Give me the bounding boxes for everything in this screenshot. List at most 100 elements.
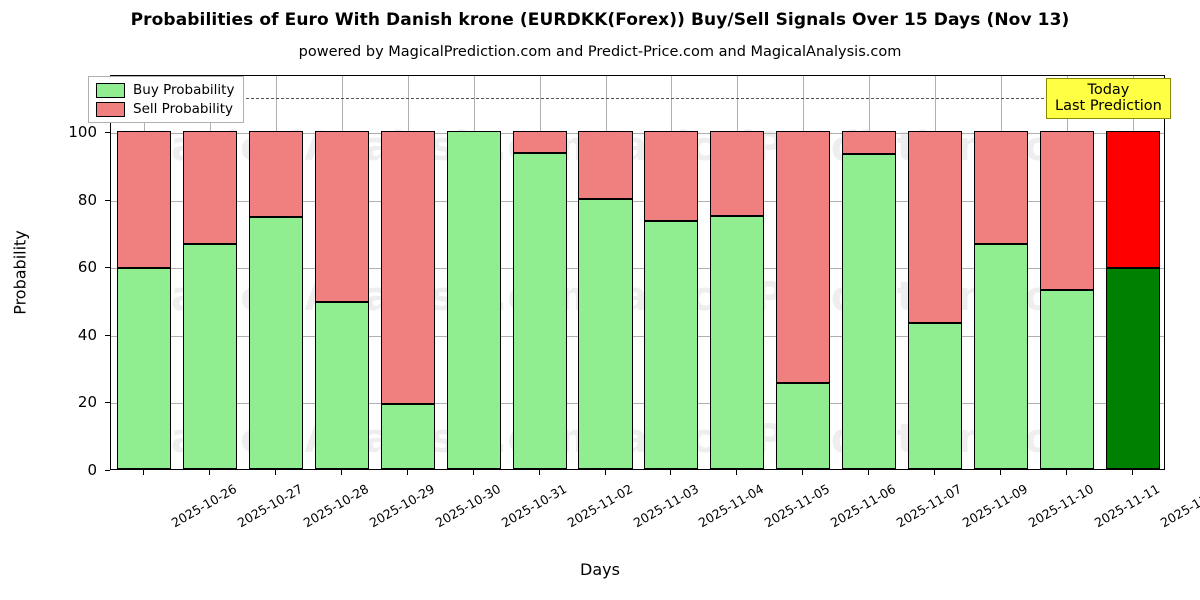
x-tick-mark: [538, 470, 540, 475]
bar-column[interactable]: [908, 131, 963, 469]
legend-swatch-buy-icon: [96, 82, 125, 98]
bar-segment-sell[interactable]: [578, 131, 633, 199]
bar-segment-buy[interactable]: [1040, 290, 1095, 469]
y-tick-label: 0: [87, 461, 97, 479]
bar-segment-buy[interactable]: [974, 243, 1029, 469]
x-tick-label: 2025-10-29: [366, 481, 437, 531]
bar-segment-buy[interactable]: [116, 268, 171, 469]
y-tick-label: 80: [77, 190, 97, 209]
x-axis-label: Days: [580, 560, 620, 579]
x-tick-label: 2025-10-30: [432, 481, 503, 531]
x-tick-mark: [868, 470, 870, 475]
bar-segment-buy[interactable]: [182, 243, 237, 469]
bar-segment-sell[interactable]: [710, 131, 765, 216]
x-tick-label: 2025-11-03: [630, 481, 701, 531]
bar-segment-sell[interactable]: [380, 131, 435, 405]
gridline-horizontal: [111, 268, 1164, 270]
legend-swatch-sell-icon: [96, 101, 125, 117]
gridline-horizontal: [111, 200, 1164, 202]
bar-segment-buy[interactable]: [446, 131, 501, 469]
x-tick-label: 2025-11-10: [1025, 481, 1097, 531]
legend-label-buy: Buy Probability: [133, 82, 235, 98]
bar-segment-sell[interactable]: [644, 131, 699, 222]
x-tick-label: 2025-11-02: [564, 481, 635, 531]
chart-subtitle: powered by MagicalPrediction.com and Pre…: [298, 44, 902, 60]
x-tick-mark: [1066, 470, 1068, 475]
x-tick-mark: [472, 470, 474, 475]
bar-segment-buy[interactable]: [314, 301, 369, 469]
y-tick-mark: [105, 132, 110, 134]
x-tick-label: 2025-11-06: [828, 481, 899, 531]
bar-segment-buy[interactable]: [512, 153, 567, 469]
bar-column[interactable]: [248, 131, 303, 469]
bar-column[interactable]: [974, 131, 1029, 469]
today-annotation-line2: Last Prediction: [1055, 98, 1162, 115]
y-tick-mark: [105, 334, 110, 336]
x-tick-label: 2025-11-09: [959, 481, 1031, 531]
x-tick-label: 2025-11-07: [894, 481, 965, 531]
bar-column[interactable]: [182, 131, 237, 469]
bar-column[interactable]: [1040, 131, 1095, 469]
bar-segment-sell[interactable]: [248, 131, 303, 217]
bar-segment-buy[interactable]: [908, 323, 963, 469]
x-tick-mark: [1132, 470, 1134, 475]
bar-column[interactable]: [446, 131, 501, 469]
x-tick-mark: [670, 470, 672, 475]
bar-segment-sell[interactable]: [776, 131, 831, 383]
bar-segment-sell[interactable]: [314, 131, 369, 302]
x-tick-label: 2025-11-04: [696, 481, 767, 531]
bar-segment-sell[interactable]: [182, 131, 237, 244]
chart-title: Probabilities of Euro With Danish krone …: [130, 10, 1070, 30]
bar-segment-buy[interactable]: [578, 198, 633, 469]
plot-area: MagicalAnalysis.comMagicalPrediction.com…: [110, 75, 1165, 470]
bar-column[interactable]: [710, 131, 765, 469]
today-annotation-line1: Today: [1087, 82, 1130, 98]
x-tick-mark: [802, 470, 804, 475]
x-tick-label: 2025-10-28: [300, 481, 371, 531]
bar-column[interactable]: [314, 131, 369, 469]
bar-segment-sell[interactable]: [1040, 131, 1095, 291]
bar-segment-buy[interactable]: [248, 216, 303, 469]
bar-segment-buy[interactable]: [644, 221, 699, 469]
bar-column[interactable]: [776, 131, 831, 469]
gridline-horizontal: [111, 403, 1164, 405]
bar-column[interactable]: [644, 131, 699, 469]
bar-segment-buy[interactable]: [380, 404, 435, 469]
bar-segment-buy[interactable]: [710, 215, 765, 469]
bar-column[interactable]: [578, 131, 633, 469]
x-tick-mark: [406, 470, 408, 475]
x-tick-label: 2025-10-27: [234, 481, 306, 531]
y-tick-label: 60: [77, 258, 97, 277]
bar-segment-buy[interactable]: [1105, 267, 1161, 469]
x-tick-label: 2025-10-26: [168, 481, 240, 531]
x-tick-label: 2025-10-31: [498, 481, 569, 531]
bar-column[interactable]: [380, 131, 435, 469]
bar-column[interactable]: [842, 131, 897, 469]
x-tick-mark: [736, 470, 738, 475]
bar-segment-sell[interactable]: [974, 131, 1029, 244]
bar-segment-sell[interactable]: [1105, 131, 1161, 268]
bar-column-today[interactable]: [1105, 131, 1161, 469]
x-tick-mark: [142, 470, 144, 475]
x-tick-mark: [1000, 470, 1002, 475]
y-tick-mark: [105, 402, 110, 404]
threshold-dashed-line: [111, 97, 1164, 99]
bar-segment-sell[interactable]: [512, 131, 567, 154]
x-tick-label: 2025-11-11: [1091, 481, 1163, 531]
x-tick-mark: [274, 470, 276, 475]
bar-segment-sell[interactable]: [908, 131, 963, 324]
bar-segment-buy[interactable]: [776, 382, 831, 469]
bar-segment-buy[interactable]: [842, 153, 897, 469]
bar-column[interactable]: [116, 131, 171, 469]
y-tick-label: 20: [77, 393, 97, 412]
y-tick-mark: [105, 267, 110, 269]
y-axis-label: Probability: [10, 229, 30, 315]
bar-segment-sell[interactable]: [842, 131, 897, 154]
gridline-horizontal: [111, 335, 1164, 337]
y-tick-label: 40: [77, 325, 97, 344]
bar-column[interactable]: [512, 131, 567, 469]
bar-segment-sell[interactable]: [116, 131, 171, 269]
gridline-horizontal: [111, 133, 1164, 135]
today-annotation: Today Last Prediction: [1046, 78, 1171, 120]
